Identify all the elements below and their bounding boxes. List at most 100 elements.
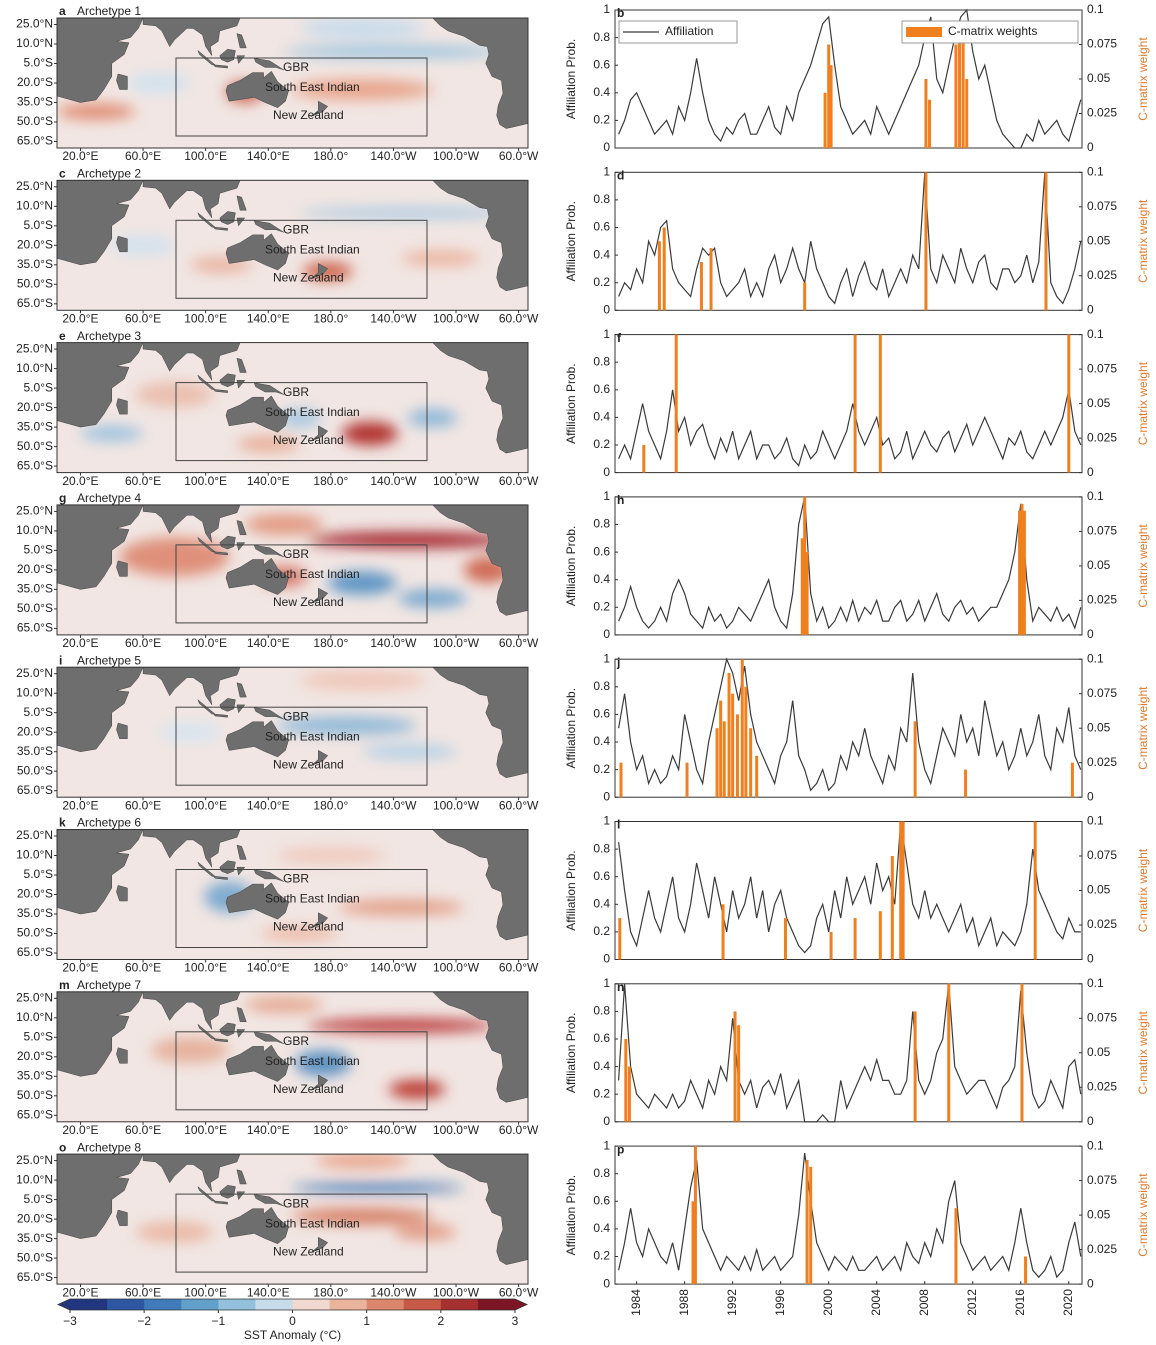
y2-tick-label: 0 (1087, 1276, 1094, 1290)
map-area (57, 504, 528, 635)
y-tick-label: 25.0°N (16, 504, 53, 518)
plot-frame (614, 658, 1083, 798)
y2-axis-label: C-matrix weight (1136, 1010, 1150, 1094)
x-tick-label: 140.0°E (247, 474, 290, 488)
x-tick-label: 100.0°W (433, 474, 480, 488)
weight-bar (737, 1025, 741, 1122)
y-tick-label: 20.0°S (17, 400, 53, 414)
y-tick-label: 0 (603, 140, 610, 154)
anomaly-blob (401, 250, 480, 267)
weight-bar (721, 904, 725, 960)
weight-bar (829, 931, 833, 960)
x-tick-label: 140.0°E (247, 311, 290, 325)
map-area (57, 829, 528, 960)
colorbar-segment (218, 1299, 256, 1310)
x-tick-label: 100.0°E (184, 149, 227, 163)
y2-tick-label: 0.1 (1087, 651, 1104, 665)
anomaly-field (80, 381, 458, 452)
panel-letter: c (59, 166, 66, 180)
y2-tick-label: 0.075 (1087, 199, 1117, 213)
y-tick-label: 1 (603, 651, 610, 665)
land (142, 342, 241, 381)
x-tick-label: 2020 (1061, 1289, 1075, 1316)
y2-tick-label: 0.05 (1087, 71, 1111, 85)
panel-letter: b (617, 6, 624, 20)
y-tick-label: 5.0°S (24, 867, 53, 881)
land (253, 653, 272, 666)
ocean (57, 1154, 528, 1285)
land (197, 1024, 216, 1039)
plot-frame (614, 334, 1083, 474)
land (219, 373, 236, 388)
y2-tick-label: 0 (1087, 789, 1094, 803)
y-tick-label: 0 (603, 627, 610, 641)
land (212, 226, 228, 231)
y-tick-label: 20.0°S (17, 1049, 53, 1063)
land (253, 4, 272, 17)
y-tick-label: 0.8 (593, 30, 610, 44)
weight-bar (709, 248, 713, 311)
region-label: New Zealand (273, 108, 344, 122)
plot-area (618, 8, 1082, 149)
anomaly-blob (294, 1050, 352, 1077)
anomaly-field (150, 997, 496, 1099)
panel-letter: j (616, 655, 620, 669)
y-tick-label: 10.0°N (16, 523, 53, 537)
anomaly-blob (299, 669, 425, 691)
x-tick-label: −1 (211, 1314, 225, 1328)
weight-bar (744, 686, 748, 798)
land (236, 33, 247, 49)
region-label: GBR (283, 547, 309, 561)
region-box (175, 706, 428, 786)
x-tick-label: 60.0°W (499, 149, 539, 163)
land (310, 1236, 329, 1254)
x-tick-label: 140.0°E (247, 149, 290, 163)
weight-bar (1044, 172, 1048, 311)
weight-bar (1070, 762, 1074, 798)
y-tick-label: 5.0°S (24, 218, 53, 232)
y-tick-label: 20.0°S (17, 562, 53, 576)
weight-bar (954, 1208, 958, 1285)
panel-letter: a (59, 4, 66, 18)
land (142, 504, 241, 543)
panel-letter: m (59, 978, 70, 992)
plot-frame (614, 983, 1083, 1123)
y-tick-label: 65.0°S (17, 458, 53, 472)
weight-bar (965, 79, 969, 148)
region-label: New Zealand (273, 270, 344, 284)
land (310, 100, 329, 118)
y-tick-label: 25.0°N (16, 828, 53, 842)
colorbar-segment (70, 1299, 108, 1310)
anomaly-blob (307, 1019, 496, 1033)
weight-bar (1020, 983, 1024, 1122)
weight-bar (627, 1066, 631, 1122)
y-tick-label: 10.0°N (16, 685, 53, 699)
land (310, 587, 329, 604)
y2-tick-label: 0.025 (1087, 106, 1117, 120)
x-tick-label: 100.0°E (184, 636, 227, 650)
plot-area (618, 821, 1081, 960)
land (432, 1154, 528, 1265)
y-tick-label: 1 (603, 164, 610, 178)
y-tick-label: 10.0°N (16, 198, 53, 212)
colorbar-segment (107, 1299, 145, 1310)
y-tick-label: 0 (603, 1276, 610, 1290)
land (253, 869, 285, 882)
y-tick-label: 10.0°N (16, 36, 53, 50)
y-tick-label: 0.6 (593, 57, 610, 71)
region-label: GBR (283, 222, 309, 236)
land (219, 860, 236, 874)
x-tick-label: 140.0°W (370, 474, 417, 488)
y-tick-label: 50.0°S (17, 114, 53, 128)
colorbar-segment (181, 1299, 219, 1310)
x-tick-label: 180.0° (313, 636, 348, 650)
land (212, 1038, 228, 1043)
land (253, 328, 272, 341)
plot-area (618, 172, 1082, 311)
weight-bar (642, 445, 646, 473)
x-tick-label: 20.0°E (62, 961, 98, 975)
colorbar-extend (58, 1299, 70, 1310)
weight-bar (805, 1159, 809, 1285)
weight-bar (924, 79, 928, 148)
